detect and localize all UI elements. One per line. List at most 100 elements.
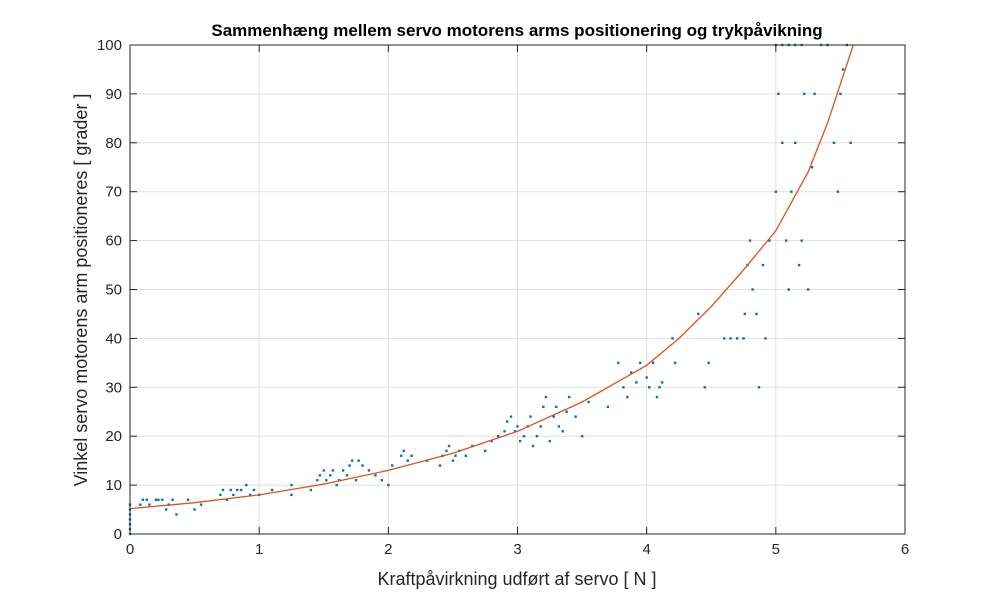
x-tick-label: 0 xyxy=(126,541,134,558)
x-tick-label: 1 xyxy=(255,541,263,558)
data-point xyxy=(367,469,371,472)
data-point xyxy=(186,498,190,501)
y-tick-label: 80 xyxy=(105,135,122,152)
data-point xyxy=(748,239,752,242)
data-point xyxy=(648,386,651,389)
data-point xyxy=(329,474,332,477)
y-tick-label: 70 xyxy=(105,184,122,201)
data-point xyxy=(357,459,360,462)
data-point xyxy=(617,361,620,365)
data-point xyxy=(451,459,455,462)
data-point xyxy=(660,381,664,384)
data-point xyxy=(658,386,661,389)
data-point xyxy=(832,141,836,144)
data-point xyxy=(348,464,351,467)
data-point xyxy=(410,454,413,457)
data-point xyxy=(447,444,451,448)
data-point xyxy=(252,488,256,492)
data-point xyxy=(639,361,642,365)
data-point xyxy=(587,400,590,404)
data-point xyxy=(781,141,784,144)
data-point xyxy=(516,425,519,428)
y-tick-label: 60 xyxy=(105,233,122,250)
chart-title: Sammenhæng mellem servo motorens arms po… xyxy=(211,21,822,40)
data-point xyxy=(484,449,487,453)
data-point xyxy=(141,498,145,501)
data-point xyxy=(361,464,364,467)
x-tick-label: 5 xyxy=(772,541,780,558)
data-point xyxy=(839,92,842,96)
data-point xyxy=(505,420,509,423)
data-point xyxy=(471,444,474,448)
x-axis-title: Kraftpåvirkning udført af servo [ N ] xyxy=(377,569,656,589)
data-point xyxy=(768,239,771,242)
data-point xyxy=(229,488,232,492)
data-point xyxy=(635,381,638,384)
data-point xyxy=(318,474,322,477)
y-tick-label: 30 xyxy=(105,379,122,396)
data-point xyxy=(219,493,222,497)
data-point xyxy=(145,498,148,501)
data-point xyxy=(729,337,732,340)
data-point xyxy=(606,405,610,409)
y-tick-label: 40 xyxy=(105,330,122,347)
data-point xyxy=(555,405,558,409)
data-point xyxy=(464,454,468,457)
data-point xyxy=(535,435,539,438)
x-tick-label: 6 xyxy=(901,541,909,558)
y-tick-label: 20 xyxy=(105,428,122,445)
data-point xyxy=(544,395,548,399)
data-point xyxy=(810,166,814,169)
data-point xyxy=(157,498,160,501)
data-point xyxy=(787,288,790,291)
data-point xyxy=(673,361,677,365)
data-point xyxy=(735,337,739,340)
data-point xyxy=(248,493,252,497)
data-point xyxy=(580,435,584,438)
data-point xyxy=(742,337,745,340)
data-point xyxy=(225,498,229,501)
data-point xyxy=(148,503,151,506)
data-point xyxy=(764,337,767,340)
data-point xyxy=(567,395,571,399)
data-point xyxy=(406,459,409,462)
data-point xyxy=(755,312,758,316)
data-point xyxy=(164,508,168,511)
data-point xyxy=(800,239,803,242)
data-point xyxy=(645,376,648,379)
data-point xyxy=(509,415,513,418)
data-point xyxy=(626,395,629,399)
data-point xyxy=(790,190,793,193)
data-point xyxy=(325,479,328,482)
data-point xyxy=(221,488,225,492)
data-point xyxy=(335,483,338,487)
data-point xyxy=(245,483,248,487)
y-axis: 0 10 20 30 40 50 60 70 80 90 100 xyxy=(97,37,905,543)
data-point xyxy=(331,469,334,472)
data-point xyxy=(548,439,551,443)
data-point xyxy=(193,508,196,511)
data-point xyxy=(803,92,806,96)
data-point xyxy=(496,435,500,438)
data-point xyxy=(445,449,448,453)
data-point xyxy=(629,371,633,374)
data-point xyxy=(503,430,506,433)
data-point xyxy=(703,386,706,389)
data-point xyxy=(387,483,390,487)
data-point xyxy=(171,498,174,501)
data-point xyxy=(350,459,354,462)
data-point xyxy=(836,190,840,193)
data-point xyxy=(707,361,710,365)
data-point xyxy=(139,503,142,506)
data-point xyxy=(391,464,394,467)
data-point xyxy=(290,493,293,497)
data-point xyxy=(552,415,555,418)
data-point xyxy=(290,483,293,487)
data-point xyxy=(518,439,522,443)
data-point xyxy=(309,488,313,492)
data-point xyxy=(542,405,545,409)
data-point xyxy=(655,395,659,399)
data-point xyxy=(622,386,625,389)
data-point xyxy=(531,444,535,448)
